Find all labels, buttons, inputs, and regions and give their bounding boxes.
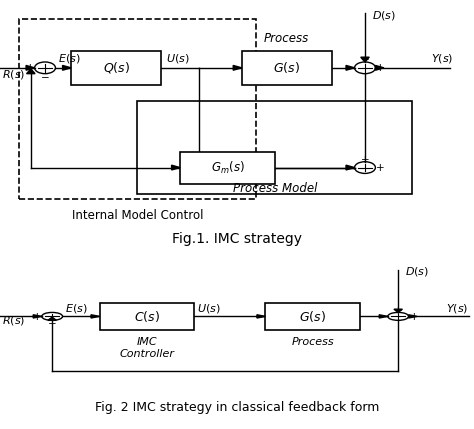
Text: $Y(s)$: $Y(s)$ <box>446 302 468 315</box>
Text: Process Model: Process Model <box>233 182 317 195</box>
Text: $Q(s)$: $Q(s)$ <box>102 60 130 76</box>
Polygon shape <box>27 69 35 74</box>
Text: $U(s)$: $U(s)$ <box>166 51 190 65</box>
Polygon shape <box>91 315 100 318</box>
Text: $G_m(s)$: $G_m(s)$ <box>210 160 245 175</box>
Polygon shape <box>48 317 56 320</box>
Text: $+$: $+$ <box>375 162 385 173</box>
Text: $R(s)$: $R(s)$ <box>2 68 26 81</box>
FancyBboxPatch shape <box>180 151 275 184</box>
Text: Process: Process <box>264 32 310 45</box>
Text: Internal Model Control: Internal Model Control <box>72 209 203 222</box>
Text: $E(s)$: $E(s)$ <box>58 51 81 65</box>
Text: $G(s)$: $G(s)$ <box>273 60 300 76</box>
Text: $+$: $+$ <box>32 311 42 322</box>
Text: $C(s)$: $C(s)$ <box>134 309 160 324</box>
Text: $+$: $+$ <box>375 62 385 73</box>
Polygon shape <box>172 165 180 170</box>
Polygon shape <box>394 309 402 312</box>
Polygon shape <box>409 315 417 318</box>
FancyBboxPatch shape <box>265 303 360 330</box>
FancyBboxPatch shape <box>242 51 332 85</box>
Polygon shape <box>361 57 369 62</box>
Text: $Y(s)$: $Y(s)$ <box>431 51 454 65</box>
Text: $-$: $-$ <box>40 71 50 82</box>
Text: Fig. 2 IMC strategy in classical feedback form: Fig. 2 IMC strategy in classical feedbac… <box>95 401 379 414</box>
Polygon shape <box>346 66 355 70</box>
Polygon shape <box>379 315 388 318</box>
Polygon shape <box>233 66 242 70</box>
Text: $E(s)$: $E(s)$ <box>65 302 88 315</box>
Polygon shape <box>63 66 71 70</box>
Text: $+$: $+$ <box>393 305 403 316</box>
Text: Process: Process <box>292 337 334 347</box>
Text: $+$: $+$ <box>409 311 418 322</box>
Polygon shape <box>26 66 35 70</box>
FancyBboxPatch shape <box>100 303 194 330</box>
Text: $-$: $-$ <box>47 317 57 327</box>
Polygon shape <box>346 165 355 170</box>
Text: Fig.1. IMC strategy: Fig.1. IMC strategy <box>172 233 302 246</box>
Text: $D(s)$: $D(s)$ <box>405 265 429 278</box>
Text: $+$: $+$ <box>360 154 370 165</box>
Polygon shape <box>375 66 384 70</box>
Text: $+$: $+$ <box>360 54 370 65</box>
Text: $R(s)$: $R(s)$ <box>2 314 26 327</box>
Text: $D(s)$: $D(s)$ <box>372 9 396 22</box>
Text: $G(s)$: $G(s)$ <box>300 309 326 324</box>
Polygon shape <box>33 315 42 318</box>
Polygon shape <box>257 315 265 318</box>
Text: $U(s)$: $U(s)$ <box>197 302 220 315</box>
FancyBboxPatch shape <box>71 51 161 85</box>
Text: $+$: $+$ <box>25 62 35 73</box>
Text: IMC
Controller: IMC Controller <box>119 337 174 359</box>
